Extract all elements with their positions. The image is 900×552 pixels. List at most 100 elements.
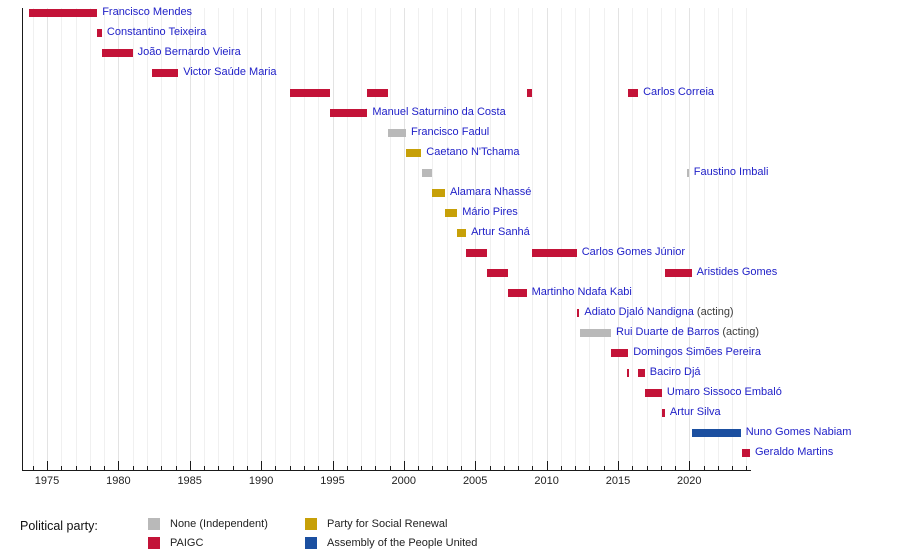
pm-name-link[interactable]: Manuel Saturnino da Costa bbox=[372, 106, 506, 118]
term-bar bbox=[487, 269, 508, 277]
pm-name-link[interactable]: Francisco Fadul bbox=[411, 126, 490, 138]
axis-tick bbox=[61, 466, 63, 470]
axis-tick bbox=[204, 466, 205, 470]
year-gridline bbox=[689, 8, 691, 470]
pm-name-link[interactable]: João Bernardo Vieira bbox=[137, 46, 241, 58]
pm-row-label: Alamara Nhassé bbox=[450, 186, 531, 199]
year-gridline bbox=[132, 8, 134, 470]
term-bar bbox=[580, 329, 611, 337]
axis-tick bbox=[47, 461, 48, 470]
pm-name-link[interactable]: Baciro Djá bbox=[649, 366, 701, 378]
year-gridline bbox=[89, 8, 91, 470]
axis-tick bbox=[275, 466, 277, 470]
pm-name-link[interactable]: Martinho Ndafa Kabi bbox=[531, 286, 632, 298]
year-gridline bbox=[717, 8, 719, 470]
term-bar bbox=[367, 89, 389, 97]
year-gridline bbox=[75, 8, 77, 470]
axis-tick bbox=[532, 466, 534, 470]
axis-tick bbox=[218, 466, 220, 470]
axis-tick bbox=[32, 466, 34, 470]
axis-tick bbox=[332, 461, 334, 470]
pm-row-label: Rui Duarte de Barros (acting) bbox=[616, 326, 759, 339]
term-bar bbox=[638, 369, 645, 377]
pm-name-link[interactable]: Mário Pires bbox=[462, 206, 518, 218]
axis-tick bbox=[189, 461, 191, 470]
year-gridline bbox=[332, 8, 334, 470]
year-gridline bbox=[560, 8, 562, 470]
pm-name-link[interactable]: Constantino Teixeira bbox=[106, 26, 207, 38]
pm-name-link[interactable]: Francisco Mendes bbox=[102, 6, 193, 18]
term-bar bbox=[29, 9, 98, 17]
year-tick-label: 2005 bbox=[462, 475, 488, 487]
pm-name-link[interactable]: Geraldo Martins bbox=[755, 446, 834, 458]
year-gridline bbox=[532, 8, 534, 470]
pm-row-label: Francisco Fadul bbox=[411, 126, 489, 139]
term-bar bbox=[644, 389, 662, 397]
pm-name-link[interactable]: Carlos Correia bbox=[643, 86, 715, 98]
term-bar bbox=[576, 309, 580, 317]
pm-name-link[interactable]: Carlos Gomes Júnior bbox=[581, 246, 686, 258]
year-gridline bbox=[546, 8, 548, 470]
axis-tick bbox=[589, 466, 591, 470]
pm-row-label: Artur Sanhá bbox=[471, 226, 530, 239]
pm-name-link[interactable]: Victor Saúde Maria bbox=[183, 66, 277, 78]
pm-row-label: Victor Saúde Maria bbox=[183, 66, 276, 79]
term-bar bbox=[526, 89, 533, 97]
legend-label-none: None (Independent) bbox=[170, 518, 268, 530]
axis-tick bbox=[118, 461, 120, 470]
term-bar bbox=[421, 169, 432, 177]
pm-name-link[interactable]: Rui Duarte de Barros bbox=[616, 326, 720, 338]
term-bar bbox=[152, 69, 179, 77]
term-bar bbox=[686, 169, 689, 177]
pm-name-link[interactable]: Aristides Gomes bbox=[696, 266, 778, 278]
axis-tick bbox=[475, 461, 477, 470]
axis-tick bbox=[289, 466, 291, 470]
pm-name-link[interactable]: Umaro Sissoco Embaló bbox=[666, 386, 782, 398]
pm-row-label: Martinho Ndafa Kabi bbox=[532, 286, 632, 299]
axis-tick bbox=[346, 466, 348, 470]
axis-tick bbox=[303, 466, 305, 470]
legend-label-apu: Assembly of the People United bbox=[327, 537, 478, 549]
axis-tick bbox=[161, 466, 163, 470]
pm-name-link[interactable]: Domingos Simões Pereira bbox=[633, 346, 761, 358]
term-bar bbox=[532, 249, 577, 257]
axis-tick bbox=[261, 461, 263, 470]
axis-tick bbox=[660, 466, 662, 470]
year-gridline bbox=[232, 8, 234, 470]
year-gridline bbox=[61, 8, 63, 470]
pm-row-label: Geraldo Martins bbox=[755, 446, 833, 459]
acting-note: (acting) bbox=[693, 306, 734, 318]
legend-swatch-apu bbox=[305, 537, 317, 549]
pm-name-link[interactable]: Alamara Nhassé bbox=[450, 186, 532, 198]
term-bar bbox=[289, 89, 330, 97]
year-gridline bbox=[732, 8, 734, 470]
year-gridline bbox=[389, 8, 391, 470]
pm-row-label: Aristides Gomes bbox=[697, 266, 778, 279]
pm-name-link[interactable]: Artur Sanhá bbox=[471, 226, 530, 238]
legend-swatch-none bbox=[148, 518, 160, 530]
axis-tick bbox=[732, 466, 734, 470]
year-gridline bbox=[104, 8, 106, 470]
pm-name-link[interactable]: Artur Silva bbox=[669, 406, 721, 418]
year-tick-label: 1985 bbox=[177, 475, 202, 487]
year-gridline bbox=[589, 8, 591, 470]
year-gridline bbox=[375, 8, 377, 470]
year-gridline bbox=[746, 8, 748, 470]
pm-name-link[interactable]: Faustino Imbali bbox=[693, 166, 769, 178]
axis-tick bbox=[646, 466, 648, 470]
axis-tick bbox=[432, 466, 434, 470]
term-bar bbox=[628, 89, 638, 97]
axis-tick bbox=[175, 466, 177, 470]
term-bar bbox=[97, 29, 102, 37]
pm-row-label: Carlos Gomes Júnior bbox=[582, 246, 685, 259]
pm-name-link[interactable]: Adiato Djaló Nandigna bbox=[584, 306, 694, 318]
pm-name-link[interactable]: Nuno Gomes Nabiam bbox=[745, 426, 852, 438]
axis-tick bbox=[361, 466, 362, 470]
year-gridline bbox=[603, 8, 605, 470]
pm-row-label: Faustino Imbali bbox=[694, 166, 769, 179]
axis-tick bbox=[717, 466, 719, 470]
pm-name-link[interactable]: Caetano N'Tchama bbox=[426, 146, 520, 158]
year-tick-label: 1995 bbox=[320, 475, 345, 487]
legend-label-prs: Party for Social Renewal bbox=[327, 518, 448, 530]
axis-tick bbox=[689, 461, 691, 470]
